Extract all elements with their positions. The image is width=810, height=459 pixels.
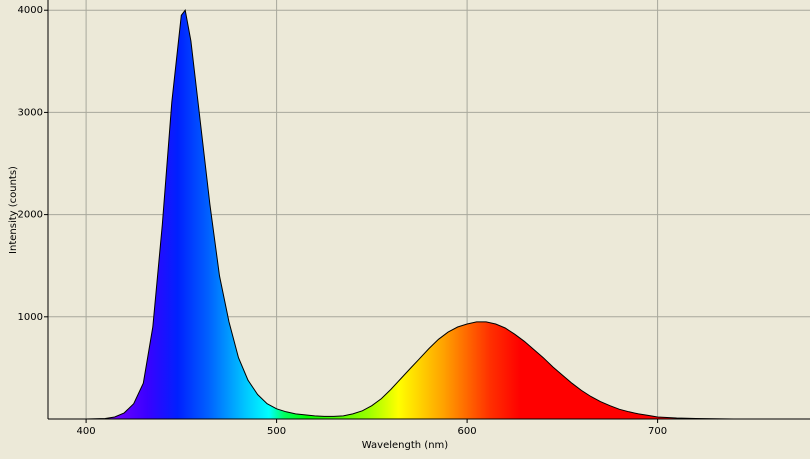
y-axis-label: Intensity (counts)	[8, 166, 19, 254]
y-tick-label: 1000	[18, 312, 43, 323]
spectrum-fill	[48, 10, 810, 419]
x-tick-label: 500	[267, 426, 286, 437]
x-tick-label: 600	[458, 426, 477, 437]
x-tick-label: 400	[77, 426, 96, 437]
spectrum-line	[48, 9, 810, 420]
y-tick-label: 2000	[18, 210, 43, 221]
plot	[48, 9, 810, 420]
x-axis-label: Wavelength (nm)	[362, 440, 448, 451]
y-tick-label: 3000	[18, 107, 43, 118]
y-tick-label: 4000	[18, 5, 43, 16]
x-tick-label: 700	[648, 426, 667, 437]
